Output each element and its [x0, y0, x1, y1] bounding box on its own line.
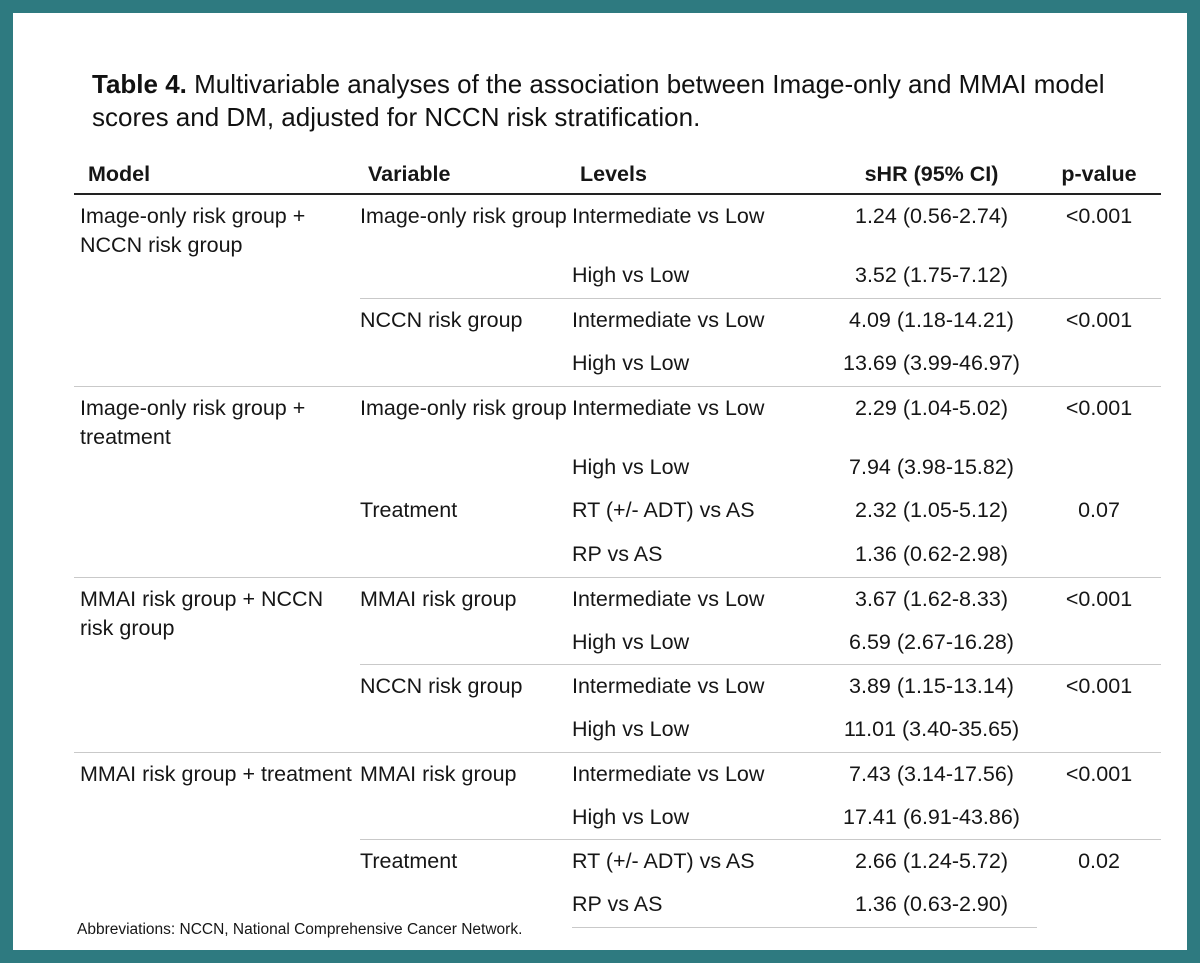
shr-cell: 7.94 (3.98-15.82): [849, 455, 1014, 479]
level-cell: RP vs AS: [572, 542, 663, 566]
shr-cell: 1.24 (0.56-2.74): [855, 204, 1008, 228]
variable-cell: Treatment: [360, 838, 572, 927]
model-cell: MMAI risk group + NCCN risk group: [74, 576, 360, 752]
abbreviations-footnote: Abbreviations: NCCN, National Comprehens…: [77, 921, 523, 938]
level-cell: Intermediate vs Low: [572, 204, 765, 228]
table-row: High vs Low 3.52 (1.75-7.12): [74, 254, 1161, 298]
shr-cell: 2.66 (1.24-5.72): [826, 838, 1037, 883]
level-cell: High vs Low: [572, 351, 690, 375]
table-row: High vs Low 7.94 (3.98-15.82): [74, 446, 1161, 489]
table-row: Treatment RT (+/- ADT) vs AS 2.66 (1.24-…: [74, 838, 1161, 927]
variable-cell: Image-only risk group: [360, 385, 572, 489]
shr-cell: 1.36 (0.63-2.90): [826, 883, 1037, 928]
header-levels: Levels: [572, 155, 826, 195]
level-cell: High vs Low: [572, 630, 690, 654]
model-cell: Image-only risk group + NCCN risk group: [80, 204, 306, 257]
level-cell: Intermediate vs Low: [572, 385, 826, 446]
shr-cell: 7.43 (3.14-17.56): [826, 751, 1037, 796]
shr-cell: 3.89 (1.15-13.14): [826, 663, 1037, 708]
shr-cell: 17.41 (6.91-43.86): [843, 805, 1020, 829]
variable-cell: MMAI risk group: [360, 576, 572, 664]
table-row: NCCN risk group Intermediate vs Low 4.09…: [74, 297, 1161, 386]
table-row: Image-only risk group + NCCN risk group …: [74, 194, 1161, 257]
header-row: Model Variable Levels sHR (95% CI) p-val…: [74, 155, 1161, 195]
level-cell: Intermediate vs Low: [572, 751, 826, 796]
table-row: Treatment RT (+/- ADT) vs AS 2.32 (1.05-…: [74, 489, 1161, 533]
shr-cell: 4.09 (1.18-14.21): [826, 297, 1037, 342]
variable-cell: NCCN risk group: [360, 663, 572, 752]
level-cell: High vs Low: [572, 717, 690, 741]
variable-cell: NCCN risk group: [360, 297, 572, 386]
level-cell: Intermediate vs Low: [572, 297, 826, 342]
table-row: MMAI risk group + NCCN risk group MMAI r…: [74, 576, 1161, 752]
shr-cell: 13.69 (3.99-46.97): [843, 351, 1020, 375]
shr-cell: 2.32 (1.05-5.12): [855, 498, 1008, 522]
pvalue-cell: 0.02: [1037, 838, 1161, 927]
table-row: MMAI risk group + treatment MMAI risk gr…: [74, 751, 1161, 927]
table-row: Image-only risk group + treatment Image-…: [74, 385, 1161, 577]
variable-cell: Image-only risk group: [360, 204, 567, 228]
table-row: High vs Low 11.01 (3.40-35.65): [74, 708, 1161, 752]
level-cell: High vs Low: [572, 455, 690, 479]
header-pvalue: p-value: [1037, 155, 1161, 195]
variable-cell: MMAI risk group: [360, 751, 572, 839]
pvalue-cell: <0.001: [1037, 576, 1161, 664]
table-row: RP vs AS 1.36 (0.63-2.90): [74, 883, 1161, 928]
pvalue-cell: <0.001: [1037, 663, 1161, 752]
model-cell: Image-only risk group + treatment: [74, 385, 360, 577]
shr-cell: 6.59 (2.67-16.28): [849, 630, 1014, 654]
level-cell: Intermediate vs Low: [572, 576, 826, 621]
level-cell: High vs Low: [572, 805, 690, 829]
variable-cell: Treatment: [360, 498, 458, 522]
shr-cell: 3.67 (1.62-8.33): [826, 576, 1037, 621]
shr-cell: 11.01 (3.40-35.65): [843, 717, 1020, 741]
table-caption: Table 4. Multivariable analyses of the a…: [92, 68, 1152, 134]
table-row: RP vs AS 1.36 (0.62-2.98): [74, 533, 1161, 577]
table-row: High vs Low 6.59 (2.67-16.28): [74, 621, 1161, 664]
level-cell: RT (+/- ADT) vs AS: [572, 838, 826, 883]
level-cell: Intermediate vs Low: [572, 663, 826, 708]
level-cell: RT (+/- ADT) vs AS: [572, 498, 755, 522]
shr-cell: 1.36 (0.62-2.98): [855, 542, 1008, 566]
pvalue-cell: 0.07: [1078, 498, 1120, 522]
header-shr: sHR (95% CI): [826, 155, 1037, 195]
table-label: Table 4.: [92, 69, 187, 99]
results-table: Model Variable Levels sHR (95% CI) p-val…: [74, 155, 1161, 928]
model-cell: MMAI risk group + treatment: [74, 751, 360, 927]
pvalue-cell: <0.001: [1037, 297, 1161, 386]
table-row: NCCN risk group Intermediate vs Low 3.89…: [74, 663, 1161, 752]
level-cell: High vs Low: [572, 263, 690, 287]
pvalue-cell: <0.001: [1037, 385, 1161, 489]
table-row: High vs Low 13.69 (3.99-46.97): [74, 342, 1161, 386]
header-model: Model: [74, 155, 360, 195]
pvalue-cell: <0.001: [1037, 751, 1161, 839]
shr-cell: 2.29 (1.04-5.02): [826, 385, 1037, 446]
level-cell: RP vs AS: [572, 883, 826, 928]
caption-text: Multivariable analyses of the associatio…: [92, 69, 1105, 132]
pvalue-cell: <0.001: [1065, 204, 1133, 228]
table-row: High vs Low 17.41 (6.91-43.86): [74, 796, 1161, 839]
shr-cell: 3.52 (1.75-7.12): [855, 263, 1008, 287]
header-variable: Variable: [360, 155, 572, 195]
